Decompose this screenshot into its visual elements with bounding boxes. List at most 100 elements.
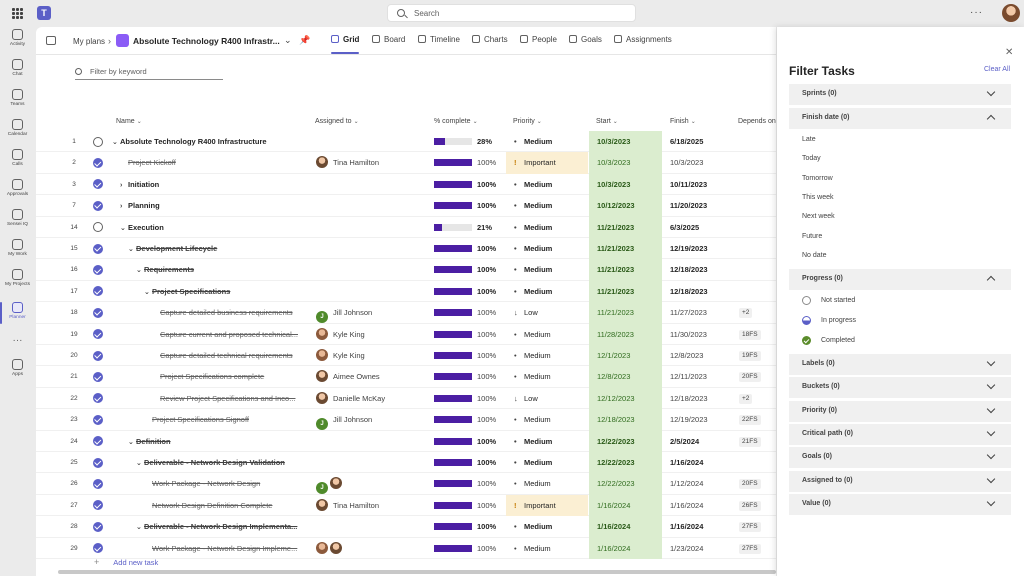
- table-row[interactable]: 28 ⌄ Deliverable - Network Design Implemen…: [36, 516, 776, 538]
- finish-date-cell[interactable]: 12/18/2023: [670, 265, 708, 275]
- table-row[interactable]: 1 ⌄ Absolute Technology R400 Infrastructur…: [36, 131, 776, 153]
- table-row[interactable]: 19 Capture current and proposed technical…: [36, 323, 776, 345]
- priority-cell[interactable]: • Medium: [506, 324, 588, 345]
- assigned-to-cell[interactable]: Kyle King: [316, 324, 436, 345]
- start-date-cell[interactable]: 11/21/2023: [589, 302, 662, 324]
- tab-goals[interactable]: Goals: [569, 35, 602, 44]
- start-date-cell[interactable]: 11/21/2023: [589, 259, 662, 281]
- finish-date-cell[interactable]: 12/18/2023: [670, 393, 708, 403]
- start-date-cell[interactable]: 11/28/2023: [589, 323, 662, 345]
- finish-date-cell[interactable]: 11/20/2023: [670, 201, 708, 211]
- start-date-cell[interactable]: 12/12/2023: [589, 387, 662, 410]
- finish-date-cell[interactable]: 10/11/2023: [670, 179, 708, 189]
- assigned-to-cell[interactable]: [316, 452, 436, 473]
- depends-on-cell[interactable]: 27FS: [739, 516, 761, 537]
- assigned-to-cell[interactable]: [316, 259, 436, 280]
- table-row[interactable]: 22 Review Project Specifications and Inco…: [36, 387, 776, 410]
- task-name-cell[interactable]: Project Specifications complete: [160, 366, 308, 387]
- filter-section-sprints[interactable]: Sprints (0): [789, 84, 1011, 105]
- finish-date-cell[interactable]: 12/11/2023: [670, 372, 707, 382]
- priority-cell[interactable]: • Medium: [506, 238, 588, 259]
- chevron-right-icon[interactable]: ›: [120, 181, 123, 189]
- chevron-down-icon[interactable]: ⌄: [120, 224, 126, 232]
- task-name-cell[interactable]: ⌄ Requirements: [136, 259, 308, 280]
- priority-cell[interactable]: • Medium: [506, 131, 588, 152]
- assigned-to-cell[interactable]: J Jill Johnson: [316, 409, 436, 431]
- completed-check-icon[interactable]: [93, 286, 103, 297]
- completed-check-icon[interactable]: [93, 414, 103, 425]
- task-name-cell[interactable]: ⌄ Execution: [120, 217, 308, 238]
- assigned-to-cell[interactable]: [316, 238, 436, 259]
- task-name-cell[interactable]: Work Package - Network Design: [152, 473, 308, 494]
- tab-charts[interactable]: Charts: [472, 35, 508, 44]
- priority-cell[interactable]: ↓ Low: [506, 302, 588, 323]
- task-name-cell[interactable]: › Initiation: [120, 174, 308, 195]
- table-row[interactable]: 18 Capture detailed business requirements…: [36, 302, 776, 324]
- table-row[interactable]: 7 › Planning 100% • Medium 10/12/2023 11/20/202…: [36, 195, 776, 217]
- completed-check-icon[interactable]: [93, 457, 103, 468]
- tab-timeline[interactable]: Timeline: [418, 35, 460, 44]
- filter-section-goals[interactable]: Goals (0): [789, 447, 1011, 468]
- filter-section-value[interactable]: Value (0): [789, 494, 1011, 515]
- plan-title[interactable]: Absolute Technology R400 Infrastr...: [133, 36, 280, 46]
- tab-board[interactable]: Board: [372, 35, 405, 44]
- completed-check-icon[interactable]: [93, 200, 103, 211]
- start-date-cell[interactable]: 10/12/2023: [589, 195, 662, 217]
- start-date-cell[interactable]: 10/3/2023: [589, 173, 662, 196]
- assigned-to-cell[interactable]: Tina Hamilton: [316, 495, 436, 516]
- assigned-to-cell[interactable]: [316, 195, 436, 216]
- depends-on-cell[interactable]: 20FS: [739, 366, 761, 387]
- add-new-task-button[interactable]: + Add new task: [94, 557, 159, 567]
- assigned-to-cell[interactable]: [316, 431, 436, 452]
- rail-item-activity[interactable]: Activity: [0, 29, 35, 59]
- priority-cell[interactable]: • Medium: [506, 473, 588, 494]
- assigned-to-cell[interactable]: Danielle McKay: [316, 388, 436, 409]
- completed-check-icon[interactable]: [93, 264, 103, 275]
- start-date-cell[interactable]: 12/18/2023: [589, 409, 662, 431]
- start-date-cell[interactable]: 11/21/2023: [589, 280, 662, 303]
- assigned-to-cell[interactable]: J Jill Johnson: [316, 302, 436, 324]
- rail-item-planner[interactable]: Planner: [0, 302, 35, 332]
- finish-date-cell[interactable]: 1/16/2024: [670, 458, 704, 467]
- priority-cell[interactable]: ! Important: [506, 152, 588, 174]
- depends-on-cell[interactable]: 20FS: [739, 473, 761, 494]
- finish-date-cell[interactable]: 2/5/2024: [670, 436, 700, 446]
- rail-item-calendar[interactable]: Calendar: [0, 119, 35, 149]
- chevron-down-icon[interactable]: ⌄: [128, 438, 134, 446]
- chevron-right-icon[interactable]: ›: [120, 203, 123, 211]
- task-name-cell[interactable]: Project Kickoff: [128, 152, 308, 173]
- chevron-down-icon[interactable]: ⌄: [112, 139, 118, 146]
- finish-date-cell[interactable]: 11/30/2023: [670, 329, 707, 339]
- column-header-pct[interactable]: % complete ⌄: [434, 118, 478, 125]
- completed-check-icon[interactable]: [93, 393, 103, 404]
- start-date-cell[interactable]: 1/16/2024: [589, 537, 662, 559]
- chevron-down-icon[interactable]: ⌄: [136, 267, 142, 275]
- assigned-to-cell[interactable]: J: [316, 473, 436, 495]
- depends-on-cell[interactable]: +2: [739, 388, 753, 409]
- completed-check-icon[interactable]: [93, 478, 103, 489]
- chevron-down-icon[interactable]: ⌄: [136, 460, 142, 467]
- more-options-icon[interactable]: ···: [970, 7, 983, 18]
- rail-item-apps[interactable]: Apps: [0, 359, 35, 389]
- priority-cell[interactable]: • Medium: [506, 366, 588, 387]
- finish-date-option[interactable]: This week: [802, 194, 834, 201]
- rail-item-approvals[interactable]: Approvals: [0, 179, 35, 209]
- finish-date-option[interactable]: Next week: [802, 213, 835, 220]
- filter-section-critical-path[interactable]: Critical path (0): [789, 424, 1011, 445]
- tab-assignments[interactable]: Assignments: [614, 35, 672, 44]
- task-name-cell[interactable]: Capture detailed technical requirements: [160, 345, 308, 366]
- task-name-cell[interactable]: ⌄ Development Lifecycle: [128, 238, 308, 259]
- assigned-to-cell[interactable]: [316, 281, 436, 302]
- depends-on-cell[interactable]: +2: [739, 302, 753, 323]
- table-row[interactable]: 21 Project Specifications complete Aimee O…: [36, 366, 776, 388]
- filter-section-assigned-to[interactable]: Assigned to (0): [789, 471, 1011, 492]
- start-date-cell[interactable]: 10/3/2023: [589, 131, 662, 153]
- priority-cell[interactable]: • Medium: [506, 538, 588, 559]
- task-name-cell[interactable]: Work Package - Network Design Impleme...: [152, 538, 308, 559]
- finish-date-cell[interactable]: 12/8/2023: [670, 351, 704, 360]
- task-name-cell[interactable]: Network Design Definition Complete: [152, 495, 308, 516]
- finish-date-option[interactable]: No date: [802, 252, 827, 259]
- finish-date-option[interactable]: Late: [802, 136, 816, 143]
- finish-date-cell[interactable]: 10/3/2023: [670, 158, 704, 168]
- table-row[interactable]: 2 Project Kickoff Tina Hamilton 100%! Import…: [36, 152, 776, 174]
